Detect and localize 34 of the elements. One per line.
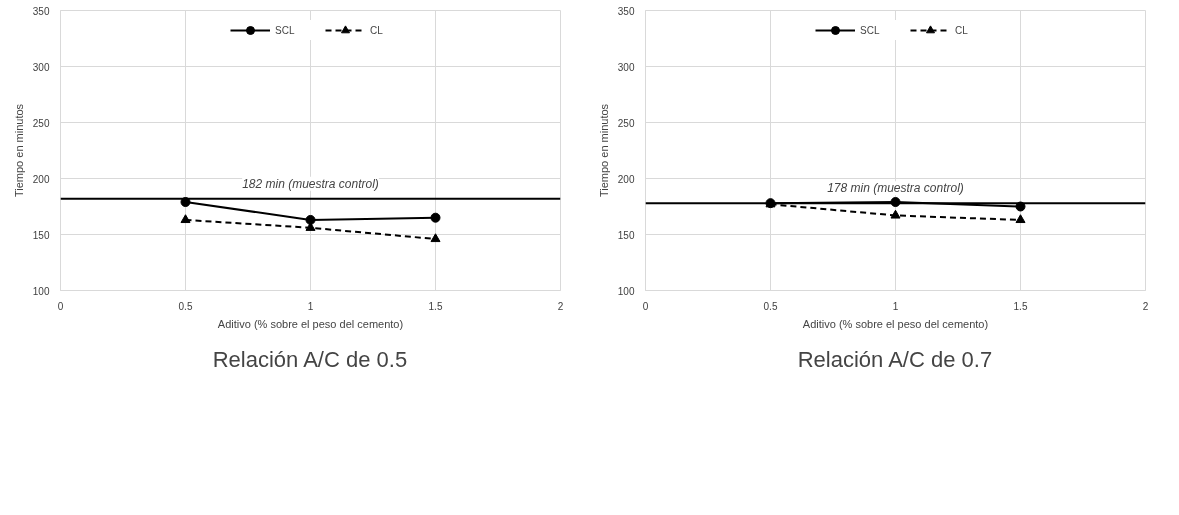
y-axis-title: Tiempo en minutos	[597, 103, 610, 198]
legend-label: SCL	[860, 24, 880, 36]
x-tick-label: 1.5	[428, 300, 443, 312]
x-tick-label: 0.5	[178, 300, 193, 312]
x-tick-label: 1	[307, 300, 314, 312]
y-tick-label: 200	[32, 173, 50, 185]
y-tick-label: 350	[617, 5, 635, 17]
x-tick-label: 2	[1142, 300, 1149, 312]
y-tick-label: 200	[617, 173, 635, 185]
legend-label: CL	[955, 24, 969, 36]
y-tick-label: 150	[32, 229, 50, 241]
x-tick-label: 1.5	[1013, 300, 1028, 312]
x-axis-title: Aditivo (% sobre el peso del cemento)	[217, 317, 404, 330]
x-tick-label: 0.5	[763, 300, 778, 312]
y-tick-label: 250	[32, 117, 50, 129]
y-tick-label: 300	[617, 61, 635, 73]
y-tick-label: 100	[617, 285, 635, 297]
x-tick-label: 2	[557, 300, 564, 312]
y-tick-label: 300	[32, 61, 50, 73]
x-tick-label: 0	[642, 300, 649, 312]
x-tick-label: 1	[892, 300, 899, 312]
legend-label: CL	[370, 24, 384, 36]
text: Relación A/C de 0.5	[212, 347, 408, 372]
ref-line-label: 182 min (muestra control)	[242, 176, 379, 191]
y-tick-label: 250	[617, 117, 635, 129]
text: Relación A/C de 0.7	[797, 347, 993, 372]
y-tick-label: 100	[32, 285, 50, 297]
ref-line-label: 178 min (muestra control)	[827, 181, 964, 196]
y-tick-label: 350	[32, 5, 50, 17]
legend-label: SCL	[275, 24, 295, 36]
y-tick-label: 150	[617, 229, 635, 241]
x-axis-title: Aditivo (% sobre el peso del cemento)	[802, 317, 989, 330]
x-tick-label: 0	[57, 300, 64, 312]
y-axis-title: Tiempo en minutos	[12, 103, 25, 198]
